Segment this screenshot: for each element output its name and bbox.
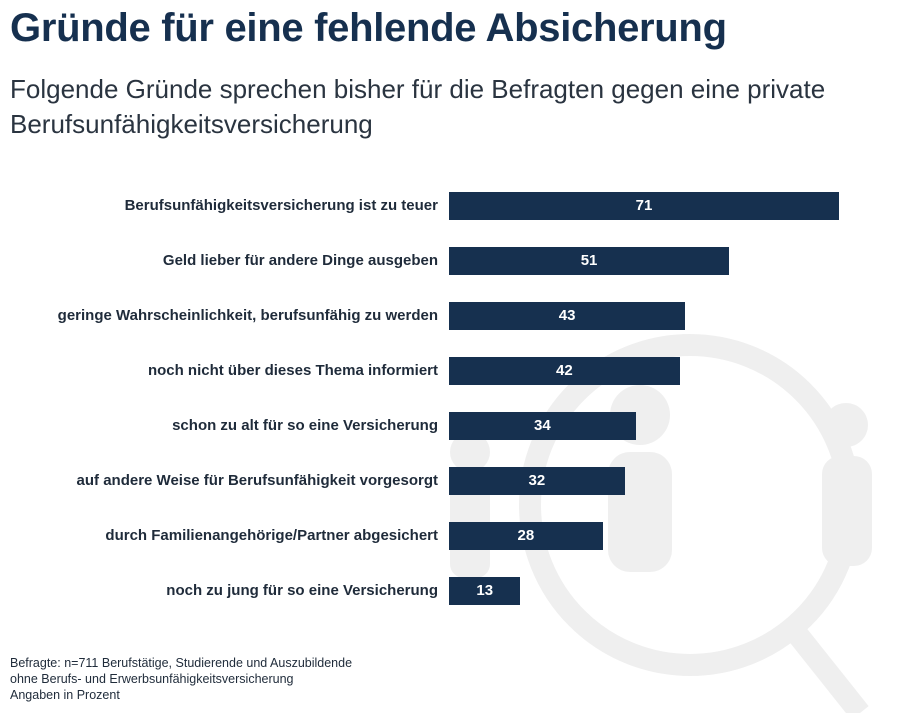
bar-row: noch nicht über dieses Thema informiert 4… xyxy=(0,357,900,385)
bar: 43 xyxy=(449,302,686,330)
bar: 34 xyxy=(449,412,636,440)
category-label: noch nicht über dieses Thema informiert xyxy=(147,362,438,379)
page-title: Gründe für eine fehlende Absicherung xyxy=(10,6,727,50)
bar-row: geringe Wahrscheinlichkeit, berufsunfähi… xyxy=(0,302,900,330)
bar-row: Berufsunfähigkeitsversicherung ist zu te… xyxy=(0,192,900,220)
bar: 32 xyxy=(449,467,625,495)
bar: 71 xyxy=(449,192,839,220)
bar-row: noch zu jung für so eine Versicherung 13 xyxy=(0,577,900,605)
category-label: durch Familienangehörige/Partner abgesic… xyxy=(105,527,438,544)
bar-row: auf andere Weise für Berufsunfähigkeit v… xyxy=(0,467,900,495)
bar-value-label: 34 xyxy=(534,417,551,434)
category-label: Berufsunfähigkeitsversicherung ist zu te… xyxy=(124,197,438,214)
bar-row: Geld lieber für andere Dinge ausgeben 51 xyxy=(0,247,900,275)
category-label: noch zu jung für so eine Versicherung xyxy=(166,582,438,599)
footnote: Befragte: n=711 Berufstätige, Studierend… xyxy=(10,655,352,703)
bar-value-label: 32 xyxy=(528,472,546,489)
bar-value-label: 43 xyxy=(558,307,576,324)
category-label: schon zu alt für so eine Versicherung xyxy=(172,417,438,434)
bar-value-label: 51 xyxy=(580,252,598,269)
category-label: auf andere Weise für Berufsunfähigkeit v… xyxy=(76,472,438,489)
bar: 51 xyxy=(449,247,730,275)
footnote-line: ohne Berufs- und Erwerbsunfähigkeitsvers… xyxy=(10,672,294,686)
bar-row: schon zu alt für so eine Versicherung 34 xyxy=(0,412,900,440)
page-subtitle: Folgende Gründe sprechen bisher für die … xyxy=(10,74,826,139)
bar: 28 xyxy=(449,522,603,550)
bar-value-label: 71 xyxy=(635,197,653,214)
bar-chart: Berufsunfähigkeitsversicherung ist zu te… xyxy=(0,180,900,620)
footnote-line: Angaben in Prozent xyxy=(10,688,120,702)
bar: 13 xyxy=(449,577,521,605)
category-label: Geld lieber für andere Dinge ausgeben xyxy=(162,252,438,269)
bar-row: durch Familienangehörige/Partner abgesic… xyxy=(0,522,900,550)
bar-value-label: 42 xyxy=(556,362,573,379)
category-label: geringe Wahrscheinlichkeit, berufsunfähi… xyxy=(57,307,438,324)
footnote-line: Befragte: n=711 Berufstätige, Studierend… xyxy=(10,656,353,670)
bar-value-label: 28 xyxy=(517,527,535,544)
bar: 42 xyxy=(449,357,680,385)
bar-value-label: 13 xyxy=(476,582,494,599)
